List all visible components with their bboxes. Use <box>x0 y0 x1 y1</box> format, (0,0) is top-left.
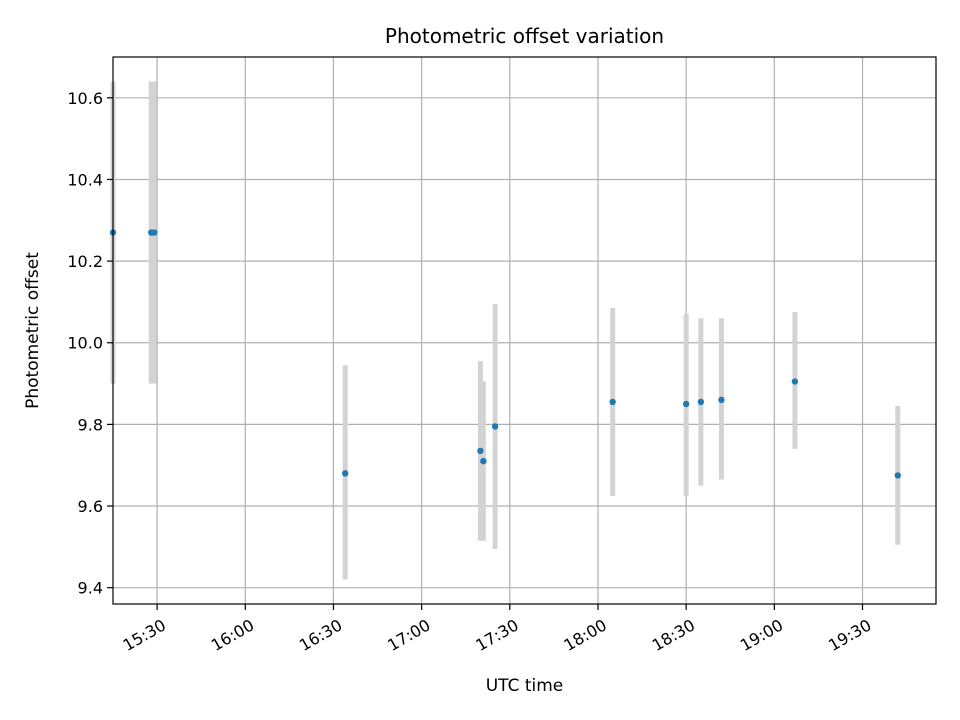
y-tick-label: 9.6 <box>78 497 103 516</box>
data-point <box>697 398 705 406</box>
y-tick-label: 10.2 <box>67 252 103 271</box>
y-axis-label: Photometric offset <box>23 252 43 409</box>
data-point <box>682 400 690 408</box>
data-points <box>109 229 901 479</box>
y-axis: 9.4 9.6 9.8 10.0 10.2 10.4 10.6 <box>67 89 113 598</box>
data-point <box>342 470 349 477</box>
data-point <box>491 423 499 430</box>
y-tick-label: 10.6 <box>67 89 103 108</box>
grid <box>113 57 936 604</box>
y-tick-label: 10.0 <box>67 334 103 353</box>
chart-title: Photometric offset variation <box>385 24 664 48</box>
data-point <box>791 378 799 385</box>
data-point <box>477 447 484 455</box>
x-axis-label: UTC time <box>486 676 564 696</box>
data-point <box>894 472 901 479</box>
data-point <box>150 229 158 236</box>
data-point <box>718 396 725 404</box>
data-point <box>609 398 616 406</box>
plot-frame <box>112 56 937 605</box>
y-tick-label: 10.4 <box>67 170 103 189</box>
y-tick-label: 9.4 <box>78 579 103 598</box>
y-tick-label: 9.8 <box>78 415 103 434</box>
data-point <box>480 457 487 465</box>
